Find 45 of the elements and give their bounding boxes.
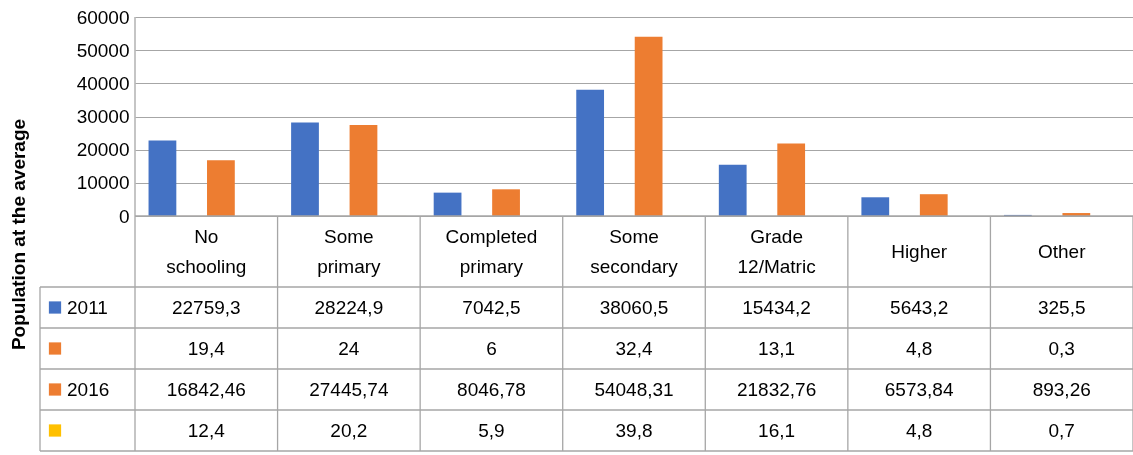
data-label: 15434,2 [742,296,811,318]
data-label: 12,4 [187,419,226,441]
y-tick-label: 40000 [76,72,130,94]
data-label: 21832,76 [736,378,817,400]
data-label: 0,7 [1048,419,1075,441]
data-label: 28224,9 [314,296,384,318]
x-tick-label: Grade 12/Matric [737,225,816,277]
data-label: 4,8 [905,419,933,441]
data-label: 32,4 [615,337,653,359]
data-label: 325,5 [1037,296,1086,318]
data-label: 20,2 [330,419,368,441]
data-label: 16842,46 [166,378,246,400]
data-label: 6 [486,337,497,359]
legend-label: 2016 [67,378,110,400]
y-tick-label: 30000 [76,106,130,127]
data-label: 13,1 [758,337,796,359]
data-label: 893,26 [1032,378,1091,400]
x-tick-label: Some primary [317,225,382,277]
data-label: 0,3 [1048,337,1075,359]
data-label: 4,8 [905,337,933,359]
data-label: 5,9 [478,419,505,441]
y-tick-label: 0 [118,205,130,227]
x-tick-label: No schooling [166,225,247,277]
x-tick-label: Completed primary [445,225,538,277]
data-label: 22759,3 [171,296,241,318]
y-tick-label: 10000 [76,172,130,194]
data-label: 19,4 [187,337,226,359]
y-tick-label: 20000 [76,139,130,161]
x-tick-label: Some secondary [590,225,679,277]
x-tick-label: Other [1037,240,1087,262]
y-axis-title: Population at the average [7,118,29,351]
data-label: 6573,84 [884,378,954,400]
data-label: 7042,5 [462,296,521,318]
data-label: 39,8 [615,419,653,441]
data-label: 54048,31 [594,378,674,400]
y-tick-label: 60000 [76,6,130,28]
x-tick-label: Higher [891,240,948,262]
y-tick-label: 50000 [76,39,130,61]
data-label: 5643,2 [890,296,949,318]
legend-label: 2011 [67,296,108,318]
data-label: 16,1 [758,419,796,441]
data-label: 24 [338,337,360,359]
data-label: 38060,5 [599,296,669,318]
data-label: 27445,74 [309,378,389,400]
data-label: 8046,78 [457,378,526,400]
